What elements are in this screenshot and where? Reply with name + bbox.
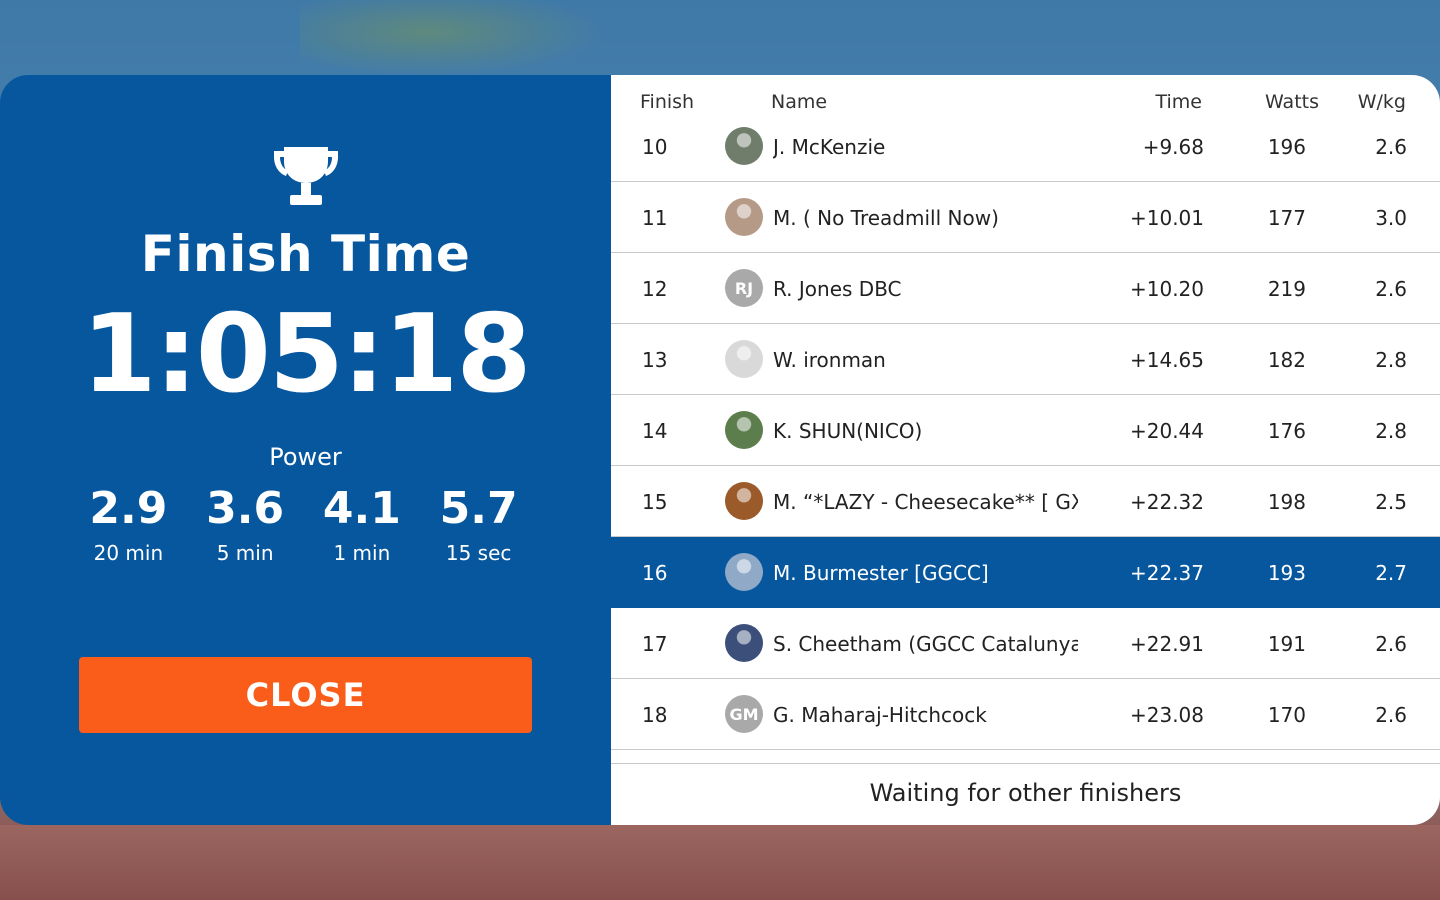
avatar — [725, 624, 763, 662]
rider-wkg: 3.0 — [1375, 206, 1407, 230]
rider-watts: 198 — [1267, 490, 1306, 514]
background-ground — [0, 825, 1440, 900]
finish-position: 10 — [642, 135, 668, 159]
trophy-icon — [274, 147, 338, 205]
background-foliage — [300, 0, 620, 80]
power-duration: 5 min — [216, 541, 274, 565]
rider-wkg: 2.6 — [1375, 135, 1407, 159]
power-duration: 20 min — [93, 541, 164, 565]
finish-time-value: 1:05:18 — [81, 292, 531, 417]
rider-wkg: 2.8 — [1375, 419, 1407, 443]
table-row[interactable]: 10 J. McKenzie +9.68 196 2.6 — [611, 111, 1440, 182]
table-row[interactable]: 12 RJ R. Jones DBC +10.20 219 2.6 — [611, 253, 1440, 324]
table-row[interactable]: 13 W. ironman +14.65 182 2.8 — [611, 324, 1440, 395]
rider-watts: 219 — [1267, 277, 1306, 301]
power-value: 4.1 — [322, 483, 401, 534]
results-table: Finish Name Time Watts W/kg 10 J. McKenzi… — [611, 75, 1440, 825]
results-rows[interactable]: 10 J. McKenzie +9.68 196 2.6 11 M. ( No Treadm… — [611, 111, 1440, 750]
rider-name: M. “*LAZY - Cheesecake** [ GXY ] — [773, 490, 1078, 514]
avatar: GM — [725, 695, 763, 733]
avatar — [725, 411, 763, 449]
power-stat: 2.9 20 min — [70, 483, 187, 565]
avatar — [725, 482, 763, 520]
rider-name: K. SHUN(NICO) — [773, 419, 923, 443]
power-value: 3.6 — [206, 483, 285, 534]
rider-watts: 170 — [1267, 703, 1306, 727]
rider-watts: 176 — [1267, 419, 1306, 443]
rider-wkg: 2.5 — [1375, 490, 1407, 514]
avatar — [725, 127, 763, 165]
rider-watts: 182 — [1267, 348, 1306, 372]
rider-watts: 193 — [1267, 561, 1306, 585]
finish-position: 11 — [642, 206, 668, 230]
header-watts: Watts — [1264, 91, 1319, 113]
header-name: Name — [771, 91, 828, 113]
finish-summary-panel: Finish Time 1:05:18 Power 2.9 20 min 3.6… — [0, 75, 611, 825]
power-stat: 5.7 15 sec — [420, 483, 537, 565]
finish-position: 12 — [642, 277, 668, 301]
rider-time-gap: +22.91 — [1129, 632, 1204, 656]
rider-time-gap: +14.65 — [1129, 348, 1204, 372]
rider-wkg: 2.6 — [1375, 277, 1407, 301]
rider-name: S. Cheetham (GGCC Catalunya) — [773, 632, 1078, 656]
waiting-message: Waiting for other finishers — [611, 763, 1440, 825]
header-finish: Finish — [640, 91, 695, 113]
table-row[interactable]: 18 GM G. Maharaj-Hitchcock +23.08 170 2.6 — [611, 679, 1440, 750]
rider-name: W. ironman — [773, 348, 886, 372]
rider-time-gap: +20.44 — [1129, 419, 1204, 443]
table-row-current-rider[interactable]: 16 M. Burmester [GGCC] +22.37 193 2.7 — [611, 537, 1440, 608]
power-stat: 4.1 1 min — [304, 483, 421, 565]
rider-time-gap: +10.01 — [1129, 206, 1204, 230]
rider-wkg: 2.7 — [1375, 561, 1407, 585]
power-value: 2.9 — [89, 483, 168, 534]
power-stat: 3.6 5 min — [187, 483, 304, 565]
power-label: Power — [269, 443, 342, 471]
rider-time-gap: +22.37 — [1129, 561, 1204, 585]
rider-wkg: 2.8 — [1375, 348, 1407, 372]
rider-watts: 196 — [1267, 135, 1306, 159]
table-header: Finish Name Time Watts W/kg — [611, 75, 1440, 127]
header-wkg: W/kg — [1357, 91, 1406, 113]
finish-time-title: Finish Time — [140, 225, 471, 283]
rider-name: M. Burmester [GGCC] — [773, 561, 989, 585]
avatar — [725, 340, 763, 378]
power-duration: 1 min — [333, 541, 391, 565]
rider-time-gap: +10.20 — [1129, 277, 1204, 301]
finish-position: 13 — [642, 348, 668, 372]
rider-time-gap: +23.08 — [1129, 703, 1204, 727]
finish-position: 14 — [642, 419, 668, 443]
rider-watts: 177 — [1267, 206, 1306, 230]
rider-wkg: 2.6 — [1375, 703, 1407, 727]
table-row[interactable]: 17 S. Cheetham (GGCC Catalunya) +22.91 191 2… — [611, 608, 1440, 679]
power-value: 5.7 — [439, 483, 518, 534]
avatar — [725, 553, 763, 591]
rider-name: G. Maharaj-Hitchcock — [773, 703, 987, 727]
results-modal: Finish Time 1:05:18 Power 2.9 20 min 3.6… — [0, 75, 1440, 825]
rider-watts: 191 — [1267, 632, 1306, 656]
close-button[interactable]: CLOSE — [79, 657, 532, 733]
finish-position: 17 — [642, 632, 668, 656]
table-row[interactable]: 11 M. ( No Treadmill Now) +10.01 177 3.0 — [611, 182, 1440, 253]
rider-time-gap: +9.68 — [1142, 135, 1204, 159]
table-row[interactable]: 15 M. “*LAZY - Cheesecake** [ GXY ] +22.32… — [611, 466, 1440, 537]
table-row[interactable]: 14 K. SHUN(NICO) +20.44 176 2.8 — [611, 395, 1440, 466]
finish-position: 16 — [642, 561, 668, 585]
finish-position: 15 — [642, 490, 668, 514]
rider-name: J. McKenzie — [773, 135, 886, 159]
rider-time-gap: +22.32 — [1129, 490, 1204, 514]
header-time: Time — [1155, 91, 1203, 113]
power-stats: 2.9 20 min 3.6 5 min 4.1 1 min 5.7 15 se… — [70, 483, 537, 565]
power-duration: 15 sec — [445, 541, 512, 565]
avatar — [725, 198, 763, 236]
rider-name: M. ( No Treadmill Now) — [773, 206, 999, 230]
rider-wkg: 2.6 — [1375, 632, 1407, 656]
finish-position: 18 — [642, 703, 668, 727]
rider-name: R. Jones DBC — [773, 277, 902, 301]
avatar: RJ — [725, 269, 763, 307]
